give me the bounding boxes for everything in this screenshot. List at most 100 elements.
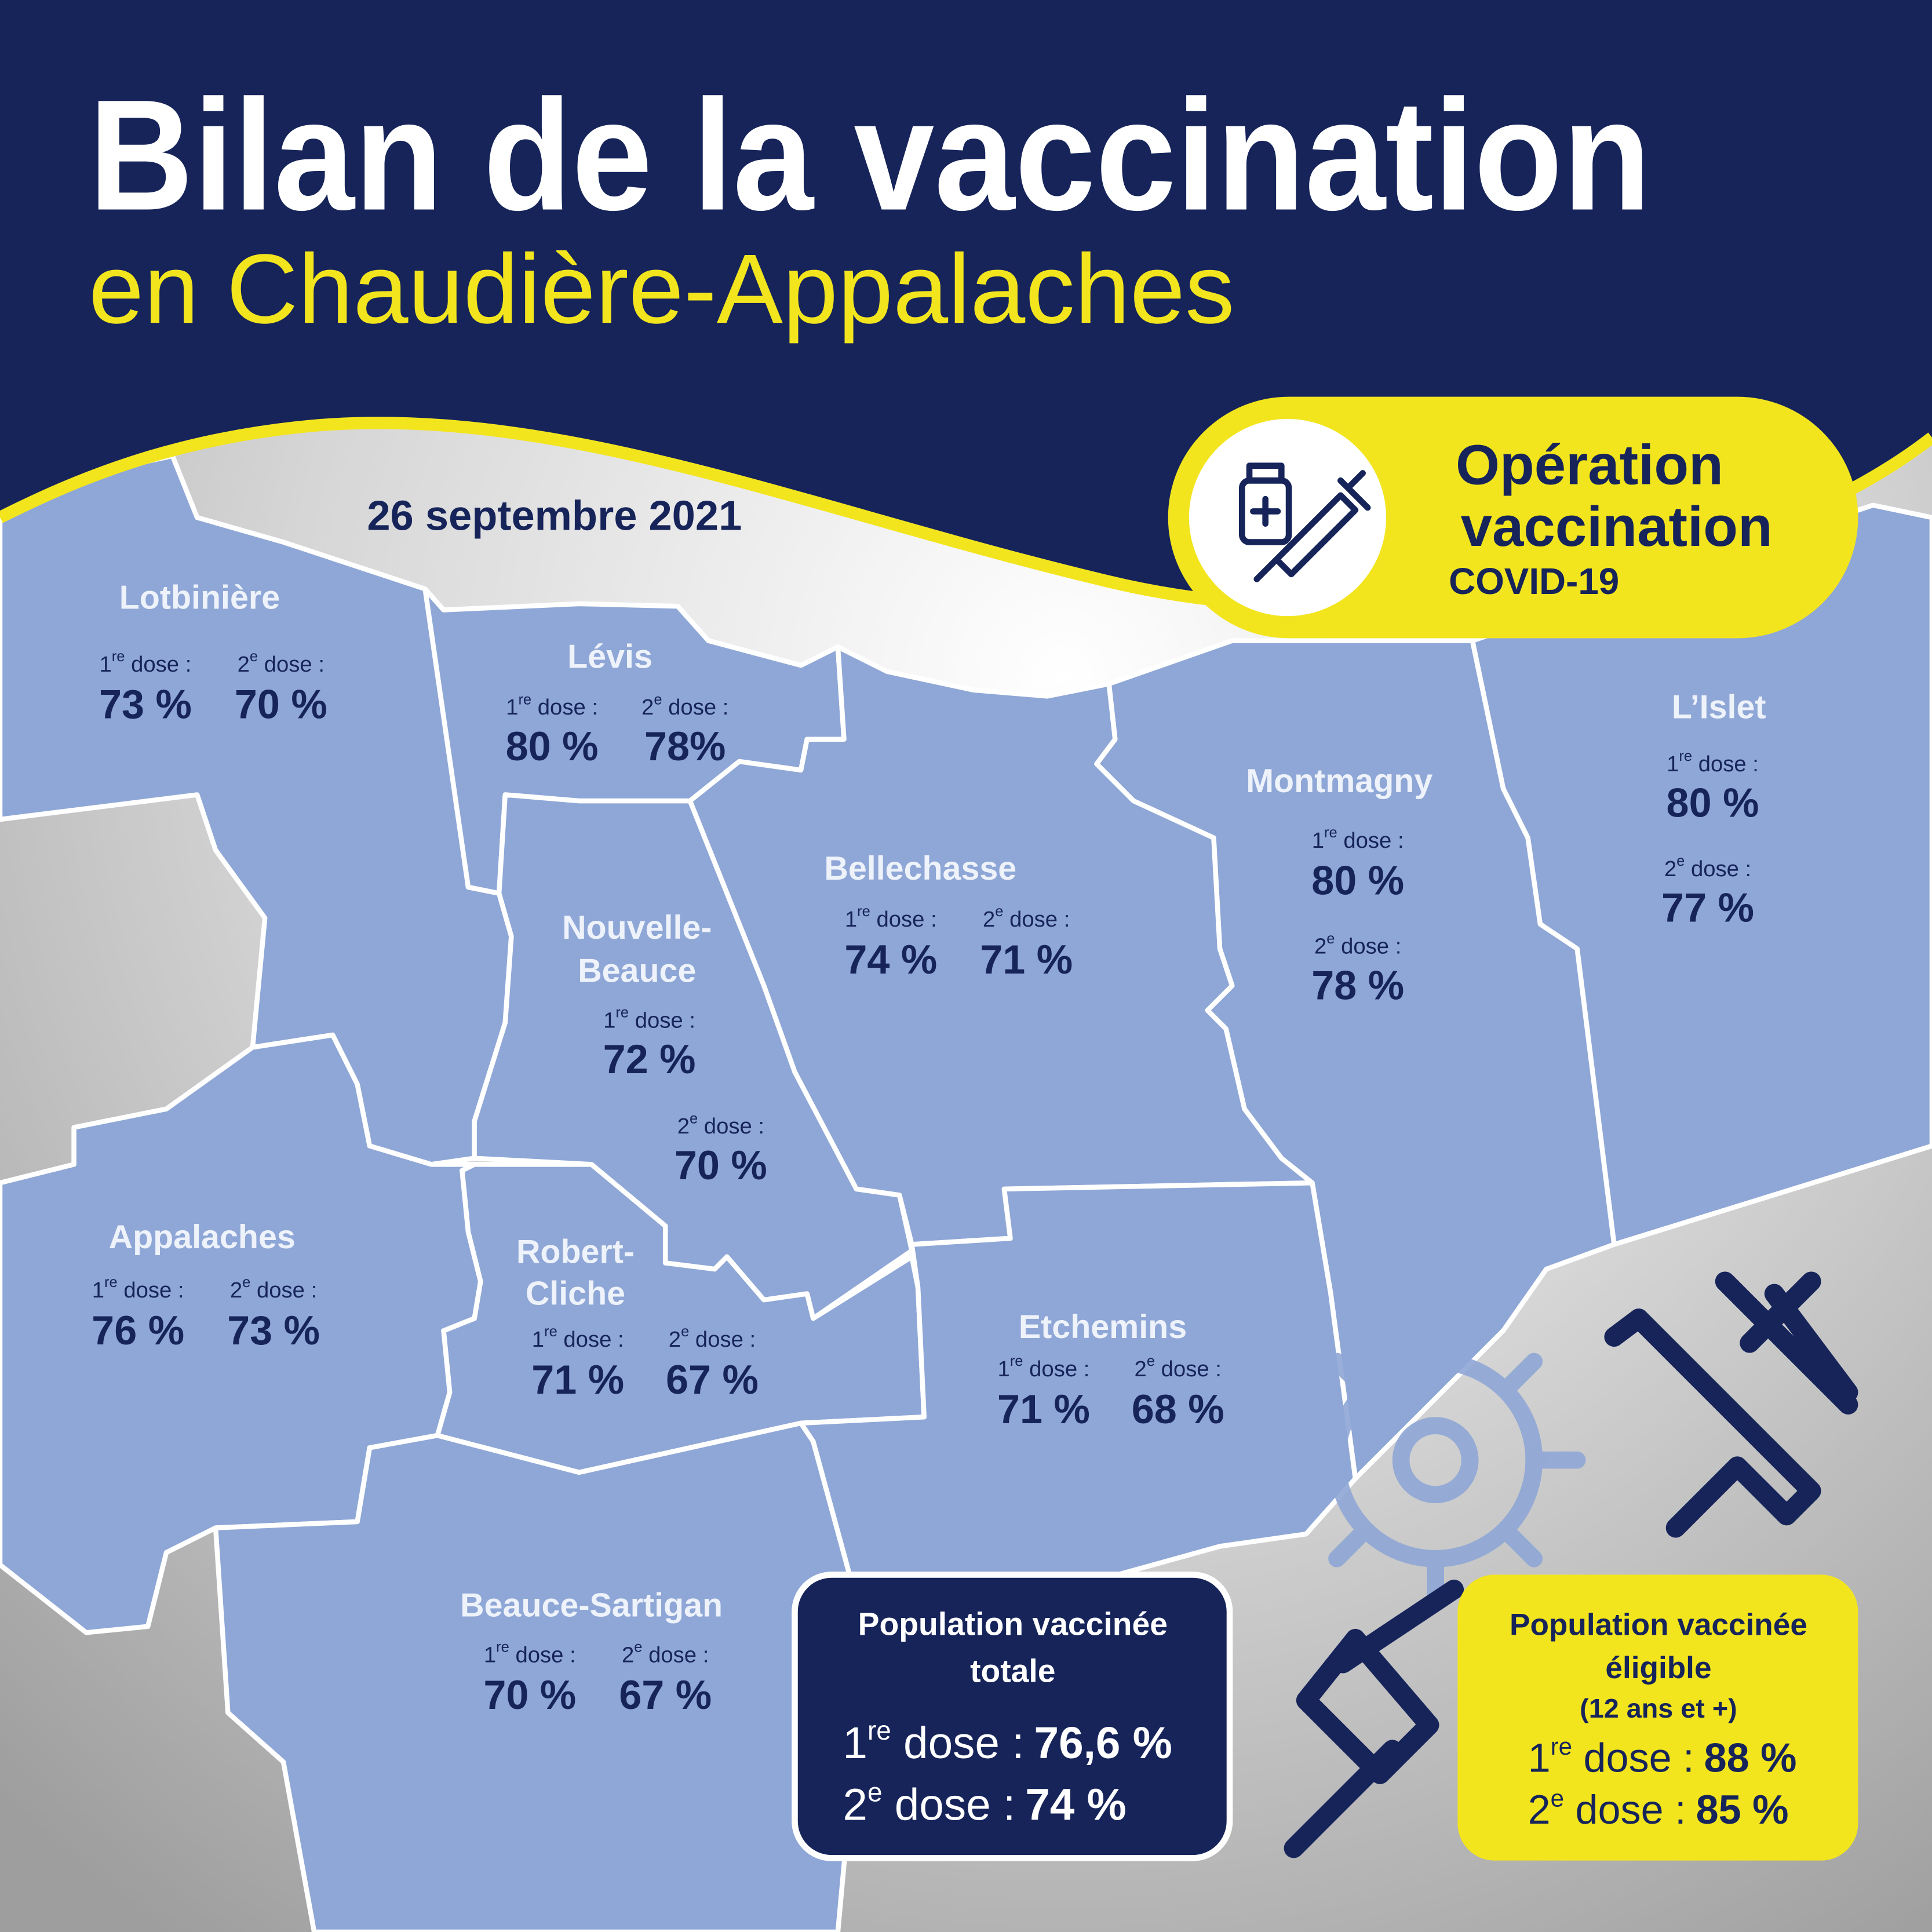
dose-label: 2e dose : <box>238 648 325 677</box>
dose-text: dose : <box>870 907 937 932</box>
dose-label: 2e dose : <box>1664 853 1751 881</box>
dose-suffix: e <box>654 691 662 708</box>
dose-text: dose : <box>1023 1357 1090 1381</box>
dose-label: 2e dose : <box>1135 1353 1222 1381</box>
dose-number: 1 <box>506 695 518 720</box>
date: 26 septembre 2021 <box>367 493 742 539</box>
region-name: Robert- <box>516 1233 635 1270</box>
dose-number: 1 <box>845 907 857 932</box>
dose-text: dose : <box>1335 934 1401 959</box>
region-name: Beauce-Sartigan <box>460 1587 723 1624</box>
dose-text: dose : <box>1155 1357 1222 1381</box>
box-dose-label: 1re dose :88 % <box>1528 1733 1797 1780</box>
dose-suffix: e <box>867 1777 883 1807</box>
region-name: Bellechasse <box>824 850 1016 887</box>
dose-value: 78% <box>644 723 726 769</box>
box-title: éligible <box>1605 1651 1711 1685</box>
dose-value: 71 % <box>997 1386 1090 1432</box>
dose-number: 2 <box>669 1327 681 1352</box>
dose-suffix: e <box>995 903 1003 920</box>
map <box>0 453 1932 1932</box>
subtitle: en Chaudière-Appalaches <box>89 234 1234 344</box>
box-dose-value: 85 % <box>1696 1787 1789 1832</box>
dose-text: dose : <box>1685 856 1751 881</box>
dose-suffix: re <box>1679 748 1692 764</box>
dose-number: 2 <box>230 1278 242 1303</box>
region-label: Lévis 1re dose : 80 % 2e dose : 78% <box>506 638 729 768</box>
region-label: L’Islet 1re dose : 80 % 2e dose : 77 % <box>1661 689 1766 931</box>
dose-suffix: e <box>634 1639 642 1655</box>
badge-line: Opération <box>1456 433 1723 497</box>
dose-text: dose : <box>1337 828 1404 853</box>
eligible-box: Population vaccinée éligible (12 ans et +)… <box>1457 1574 1858 1861</box>
dose-number: 2 <box>1664 856 1676 881</box>
dose-suffix: re <box>496 1639 509 1655</box>
dose-text: dose : <box>509 1642 576 1667</box>
dose-suffix: re <box>518 691 531 708</box>
dose-text: dose : <box>258 652 325 677</box>
dose-number: 1 <box>843 1719 867 1768</box>
dose-value: 74 % <box>844 936 937 982</box>
dose-label: 1re dose : <box>603 1004 695 1033</box>
dose-number: 2 <box>1314 934 1326 959</box>
region-name: Lévis <box>567 638 652 675</box>
dose-value: 68 % <box>1132 1386 1224 1432</box>
dose-suffix: e <box>1147 1353 1155 1369</box>
region-beauce-sartigan <box>213 1420 865 1932</box>
dose-number: 1 <box>1312 828 1324 853</box>
dose-text: dose : <box>891 1719 1025 1768</box>
region-label: Robert- Cliche 1re dose : 71 % 2e dose : 67 % <box>516 1233 759 1402</box>
dose-suffix: re <box>615 1004 629 1020</box>
dose-label: 1re dose : <box>1312 825 1404 853</box>
dose-number: 2 <box>843 1781 867 1830</box>
dose-number: 1 <box>484 1642 496 1667</box>
dose-label: 2e dose : <box>677 1110 764 1139</box>
box-dose-label: 2e dose :85 % <box>1528 1784 1789 1832</box>
eligible-box-frame <box>1457 1574 1858 1861</box>
badge-icon <box>1238 462 1371 582</box>
region-label: Etchemins 1re dose : 71 % 2e dose : 68 % <box>997 1308 1224 1432</box>
region-name: Nouvelle- <box>562 909 712 946</box>
title: Bilan de la vaccination <box>89 67 1651 243</box>
dose-value: 70 % <box>675 1142 767 1188</box>
dose-value: 70 % <box>235 681 327 727</box>
dose-value: 71 % <box>980 936 1073 982</box>
total-box: Population vaccinée totale 1re dose :76,6 … <box>792 1572 1233 1861</box>
box-title: totale <box>970 1653 1055 1689</box>
dose-label: 1re dose : <box>845 903 937 932</box>
dose-value: 78 % <box>1311 962 1404 1008</box>
dose-label: 1re dose : <box>532 1324 624 1352</box>
dose-label: 1re dose : <box>99 648 191 677</box>
dose-label: 1re dose : <box>998 1353 1090 1381</box>
region-name: Cliche <box>526 1275 625 1313</box>
dose-value: 73 % <box>227 1307 320 1353</box>
region-name: Etchemins <box>1019 1308 1187 1346</box>
dose-value: 77 % <box>1661 884 1754 930</box>
region-label: Bellechasse 1re dose : 74 % 2e dose : 71 % <box>824 850 1073 982</box>
dose-text: dose : <box>250 1278 317 1303</box>
badge-line: COVID-19 <box>1449 560 1619 602</box>
dose-text: dose : <box>642 1642 709 1667</box>
dose-number: 1 <box>99 652 111 677</box>
dose-suffix: e <box>1551 1784 1564 1811</box>
dose-suffix: re <box>1551 1733 1572 1760</box>
dose-suffix: re <box>1010 1353 1023 1369</box>
dose-suffix: e <box>242 1274 250 1291</box>
box-title: Population vaccinée <box>1510 1608 1807 1642</box>
box-title: Population vaccinée <box>858 1606 1168 1642</box>
box-title: (12 ans et +) <box>1580 1693 1737 1723</box>
dose-text: dose : <box>689 1327 756 1352</box>
dose-label: 1re dose : <box>506 691 598 720</box>
region-name: Beauce <box>578 953 696 990</box>
region-appalaches <box>0 1032 483 1635</box>
dose-label: 2e dose : <box>622 1639 709 1667</box>
dose-text: dose : <box>662 695 729 720</box>
box-dose-value: 76,6 % <box>1034 1719 1172 1768</box>
box-dose-label: 1re dose :76,6 % <box>843 1715 1172 1768</box>
dose-suffix: re <box>544 1324 557 1340</box>
dose-value: 71 % <box>531 1357 624 1402</box>
dose-suffix: e <box>690 1110 698 1127</box>
badge: Opération vaccination COVID-19 <box>1168 396 1858 639</box>
